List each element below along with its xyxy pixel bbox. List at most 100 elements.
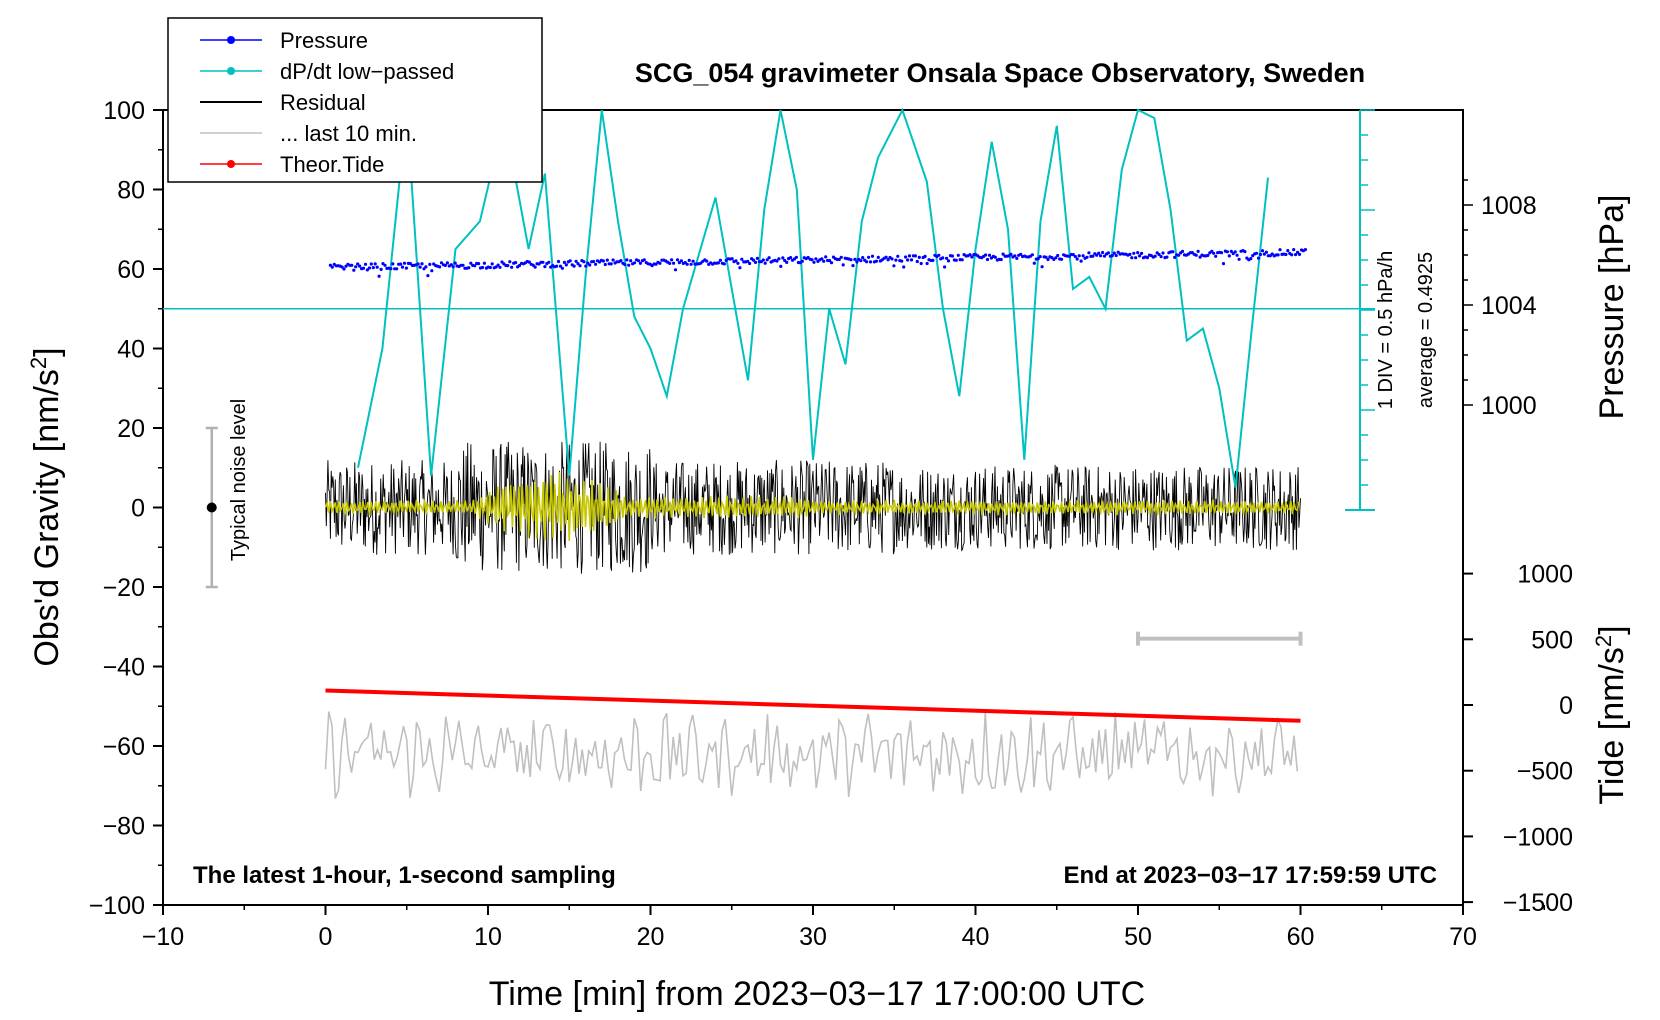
last10-line bbox=[324, 711, 1299, 799]
pressure-point bbox=[738, 266, 742, 270]
pressure-point bbox=[371, 266, 375, 270]
pressure-point bbox=[379, 267, 383, 271]
y-tick-label: 20 bbox=[117, 415, 145, 443]
pressure-point bbox=[1212, 251, 1216, 255]
y-tick-label: 60 bbox=[117, 256, 145, 284]
pressure-point bbox=[1073, 254, 1077, 259]
pressure-point bbox=[748, 261, 752, 266]
pressure-point bbox=[1044, 255, 1048, 259]
pressure-point bbox=[946, 259, 951, 263]
pressure-point bbox=[673, 268, 678, 272]
legend-marker bbox=[227, 160, 235, 168]
pressure-point bbox=[1091, 254, 1095, 258]
pressure-tick-label: 1004 bbox=[1481, 292, 1537, 320]
pressure-point bbox=[861, 256, 865, 260]
pressure-point bbox=[543, 265, 547, 269]
pressure-point bbox=[1249, 257, 1253, 261]
pressure-point bbox=[467, 266, 471, 270]
pressure-point bbox=[874, 259, 879, 263]
pressure-point bbox=[1095, 253, 1099, 257]
pressure-point bbox=[763, 261, 767, 265]
tide-tick-label: 0 bbox=[1559, 692, 1573, 720]
pressure-point bbox=[1099, 254, 1103, 258]
pressure-point bbox=[718, 258, 723, 262]
pressure-point bbox=[430, 269, 434, 273]
pressure-point bbox=[340, 265, 344, 269]
pressure-point bbox=[810, 258, 814, 262]
pressure-point bbox=[342, 267, 346, 271]
pressure-point bbox=[884, 255, 888, 259]
pressure-point bbox=[1138, 254, 1142, 258]
pressure-point bbox=[449, 263, 453, 267]
pressure-point bbox=[1159, 255, 1163, 259]
pressure-point bbox=[824, 255, 828, 259]
pressure-point bbox=[950, 254, 955, 258]
tide-tick-label: 500 bbox=[1531, 626, 1573, 654]
pressure-point bbox=[894, 258, 898, 262]
pressure-point bbox=[1297, 252, 1302, 256]
x-tick-label: 70 bbox=[1449, 923, 1477, 951]
pressure-tick-label: 1008 bbox=[1481, 192, 1537, 220]
y-tick-label: −20 bbox=[103, 574, 145, 602]
pressure-point bbox=[1278, 248, 1282, 252]
pressure-point bbox=[556, 259, 561, 264]
pressure-point bbox=[1206, 253, 1210, 257]
pressure-point bbox=[623, 262, 627, 267]
pressure-point bbox=[369, 262, 373, 266]
y-tick-label: −80 bbox=[103, 813, 145, 841]
pressure-point bbox=[625, 258, 629, 262]
pressure-point bbox=[1290, 253, 1294, 257]
pressure-point bbox=[1136, 251, 1140, 255]
pressure-point bbox=[1030, 253, 1034, 257]
x-tick-label: 10 bbox=[474, 923, 502, 951]
pressure-point bbox=[1075, 257, 1079, 261]
pressure-point bbox=[670, 258, 674, 262]
pressure-point bbox=[391, 262, 395, 266]
pressure-point bbox=[633, 261, 637, 265]
tide-tick-label: −500 bbox=[1517, 758, 1573, 786]
pressure-point bbox=[1001, 252, 1005, 256]
pressure-point bbox=[426, 274, 430, 278]
pressure-point bbox=[373, 262, 377, 266]
pressure-point bbox=[358, 264, 362, 268]
pressure-point bbox=[925, 261, 929, 266]
pressure-point bbox=[424, 265, 428, 269]
pressure-point bbox=[619, 259, 623, 263]
pressure-point bbox=[1079, 259, 1083, 263]
pressure-point bbox=[416, 262, 420, 266]
pressure-point bbox=[687, 258, 691, 262]
pressure-point bbox=[1114, 253, 1118, 258]
pressure-point bbox=[367, 266, 371, 270]
pressure-point bbox=[1270, 252, 1274, 256]
pressure-point bbox=[1292, 248, 1296, 252]
pressure-point bbox=[1038, 255, 1042, 259]
pressure-point bbox=[716, 261, 721, 265]
pressure-point bbox=[510, 265, 514, 269]
pressure-point bbox=[1015, 256, 1019, 260]
pressure-point bbox=[603, 262, 607, 267]
pressure-point bbox=[1227, 254, 1231, 258]
pressure-point bbox=[679, 259, 684, 263]
pressure-point bbox=[389, 267, 393, 271]
pressure-point bbox=[985, 257, 990, 262]
pressure-point bbox=[365, 268, 369, 272]
chart-title: SCG_054 gravimeter Onsala Space Observat… bbox=[635, 58, 1365, 88]
pressure-point bbox=[399, 262, 403, 266]
legend: Pressure dP/dt low−passed Residual ... last… bbox=[167, 17, 543, 183]
pressure-point bbox=[1134, 256, 1138, 260]
pressure-point bbox=[1255, 251, 1259, 255]
pressure-point bbox=[658, 261, 662, 265]
pressure-point bbox=[1177, 253, 1181, 257]
pressure-point bbox=[900, 259, 904, 263]
pressure-point bbox=[352, 268, 356, 272]
pressure-point bbox=[785, 260, 789, 264]
pressure-point bbox=[668, 261, 672, 265]
pressure-point bbox=[490, 262, 494, 266]
pressure-point bbox=[1294, 253, 1298, 257]
pressure-point bbox=[1237, 257, 1241, 261]
pressure-point bbox=[987, 253, 992, 257]
pressure-point bbox=[1106, 251, 1110, 255]
pressure-point bbox=[578, 264, 582, 268]
y-tick-label: 40 bbox=[117, 336, 145, 364]
